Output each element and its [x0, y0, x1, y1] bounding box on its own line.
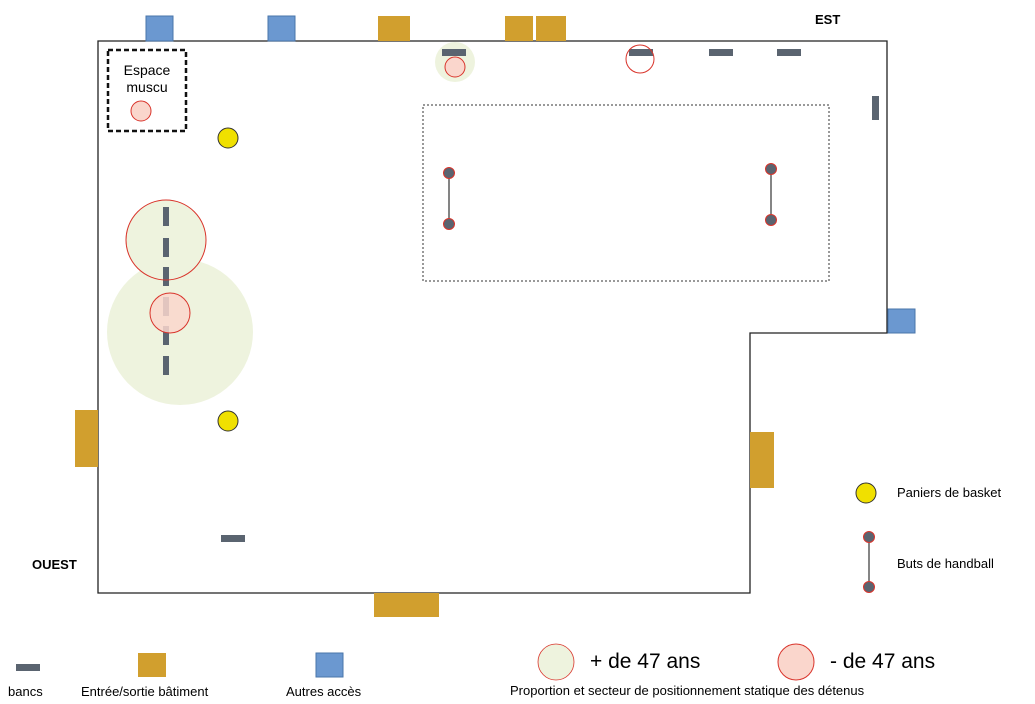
other-access-3 [887, 308, 916, 334]
legend-access-label: Autres accès [286, 684, 362, 699]
building-exit-4 [75, 410, 98, 467]
legend-basket-label: Paniers de basket [897, 485, 1002, 500]
legend-handball-label: Buts de handball [897, 556, 994, 571]
building-exit-5 [750, 432, 774, 488]
bench-right [872, 96, 879, 120]
younger-zone-top-right [625, 44, 655, 74]
legend-exit-label: Entrée/sortie bâtiment [81, 684, 209, 699]
building-exit-6 [374, 593, 439, 617]
legend-exit-icon [138, 653, 166, 677]
bench-top-1 [442, 49, 466, 56]
basketball-hoop-1 [217, 127, 239, 149]
younger-zone-large [125, 199, 207, 281]
bench-top-3 [709, 49, 733, 56]
younger-zone-medium [149, 292, 191, 334]
musculation-label: Espace muscu [123, 62, 171, 95]
legend-access-icon [315, 652, 344, 678]
handball-goal-right [765, 163, 777, 226]
legend-older-icon [537, 643, 575, 681]
other-access-2 [267, 15, 296, 42]
basketball-hoop-2 [217, 410, 239, 432]
legend-basket-icon [855, 482, 877, 504]
building-exit-1 [378, 16, 410, 41]
legend-bench-label: bancs [8, 684, 43, 699]
younger-zone-top [444, 56, 466, 78]
yard-outline [97, 40, 888, 594]
legend-handball-icon [863, 531, 875, 593]
handball-court [422, 104, 830, 282]
bench-top-2 [629, 49, 653, 56]
legend-older-label: + de 47 ans [590, 650, 701, 673]
building-exit-3 [536, 16, 566, 41]
building-exit-2 [505, 16, 533, 41]
younger-zone-muscu [130, 100, 152, 122]
handball-goal-left [443, 167, 455, 230]
legend-younger-label: - de 47 ans [830, 650, 936, 673]
legend-bench-icon [16, 664, 40, 671]
legend-caption: Proportion et secteur de positionnement … [510, 683, 865, 698]
older-zone-large [107, 259, 253, 405]
legend-younger-icon [777, 643, 815, 681]
bench-top-4 [777, 49, 801, 56]
east-label: EST [815, 12, 841, 27]
other-access-1 [145, 15, 174, 42]
bench-bottom [221, 535, 245, 542]
west-label: OUEST [32, 557, 77, 572]
